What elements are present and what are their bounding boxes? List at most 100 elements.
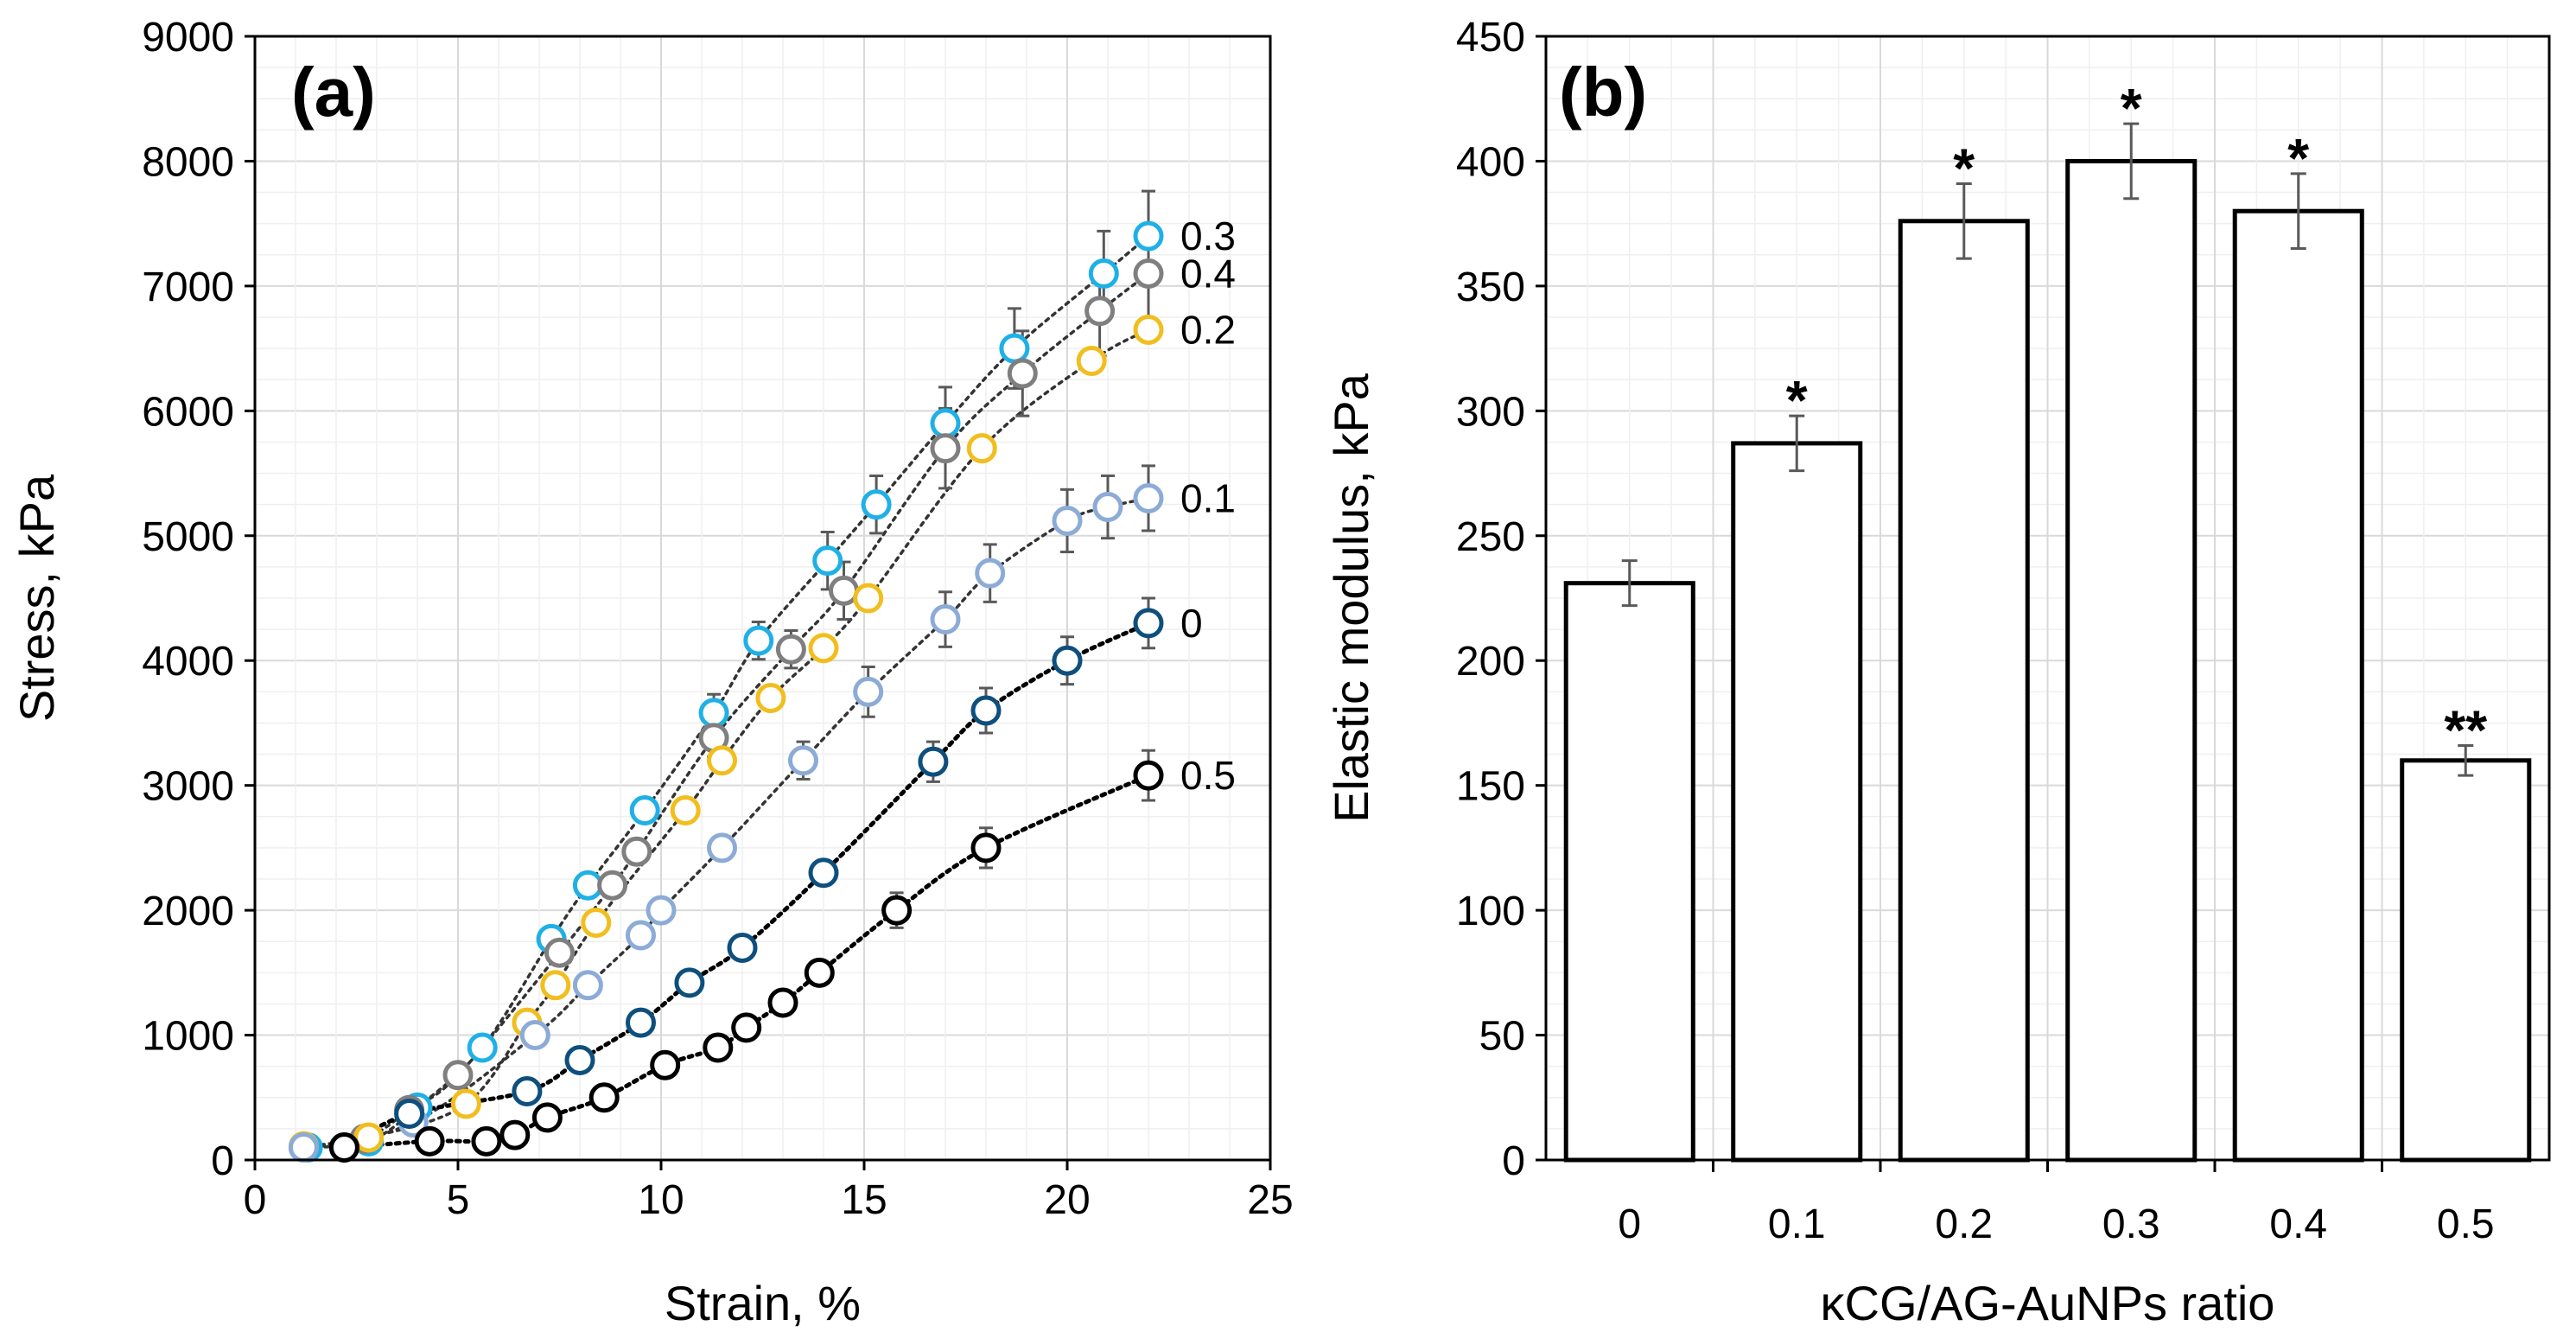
y-tick-label: 8000 <box>142 139 234 185</box>
y-tick-label: 0 <box>211 1138 234 1184</box>
data-point <box>588 1082 620 1113</box>
bar <box>1563 581 1695 1163</box>
y-tick-label: 2000 <box>142 889 234 934</box>
data-point <box>812 545 843 577</box>
y-tick-label: 450 <box>1456 15 1525 61</box>
bar <box>2232 208 2364 1163</box>
data-point <box>1088 258 1119 289</box>
data-point <box>1133 314 1164 345</box>
x-axis-title-a: Strain, % <box>665 1276 861 1330</box>
y-tick-label: 50 <box>1479 1014 1525 1060</box>
bar <box>1731 441 1863 1163</box>
data-point <box>531 1102 563 1133</box>
data-point <box>328 1132 359 1163</box>
data-point <box>853 583 884 614</box>
data-point <box>450 1088 481 1119</box>
data-point <box>707 832 737 864</box>
bar <box>2400 758 2532 1163</box>
x-tick-label: 25 <box>1247 1177 1293 1223</box>
data-point <box>767 987 798 1018</box>
chart-a-plot-frame <box>253 35 1272 1162</box>
data-point <box>703 1032 734 1063</box>
y-tick-label: 400 <box>1456 139 1525 185</box>
bar <box>2065 158 2198 1163</box>
data-point <box>670 795 701 826</box>
data-point <box>564 1044 595 1075</box>
y-tick-label: 3000 <box>142 764 234 810</box>
x-tick-label: 15 <box>841 1177 887 1223</box>
significance-mark: ** <box>2444 698 2487 761</box>
data-point <box>970 832 1002 864</box>
data-point <box>572 870 603 901</box>
data-point <box>1133 258 1164 289</box>
y-tick-label: 5000 <box>142 514 234 560</box>
data-point <box>1133 760 1164 791</box>
data-point <box>775 634 806 665</box>
data-point <box>829 575 859 606</box>
data-point <box>1076 346 1107 377</box>
data-point <box>674 967 705 998</box>
series-label: 0.2 <box>1180 307 1236 352</box>
data-point <box>1007 358 1038 389</box>
data-point <box>970 695 1002 726</box>
data-point <box>471 1125 502 1157</box>
data-point <box>626 1007 656 1038</box>
data-point <box>930 408 961 439</box>
data-point <box>519 1020 550 1051</box>
y-tick-label: 0 <box>1502 1138 1525 1184</box>
chart-b-tick-labels: 0 50 100 150 200 250 300 350 400 450 0 0.1 0.2 0.3 0.4… <box>1456 15 2495 1247</box>
panel-label-a: (a) <box>291 54 376 131</box>
chart-b-bars <box>1563 158 2532 1163</box>
data-point <box>540 970 571 1001</box>
significance-mark: * <box>1953 137 1975 199</box>
y-tick-label: 150 <box>1456 764 1525 810</box>
x-tick-label: 0 <box>244 1177 267 1223</box>
data-point <box>621 836 652 867</box>
data-point <box>1133 482 1164 513</box>
stress-strain-chart: 0 1000 2000 3000 4000 5000 6000 7000 8000 9000 0 5 1… <box>10 15 1294 1330</box>
data-point <box>597 870 628 901</box>
significance-mark: * <box>1786 369 1808 431</box>
data-point <box>731 1012 762 1043</box>
x-tick-label: 0 <box>1618 1201 1641 1247</box>
x-tick-label: 20 <box>1044 1177 1090 1223</box>
data-point <box>788 745 818 776</box>
bar <box>1898 219 2030 1163</box>
data-point <box>999 333 1030 364</box>
data-point <box>1092 492 1123 523</box>
data-point <box>707 745 737 776</box>
data-point <box>755 683 786 714</box>
data-point <box>727 932 758 963</box>
data-point <box>930 433 961 464</box>
x-tick-label: 5 <box>447 1177 470 1223</box>
data-point <box>442 1060 474 1091</box>
chart-a-series-labels: 0.30.4 0.2 0.1 0 0.5 <box>1180 214 1236 798</box>
series-label: 0 <box>1180 601 1203 646</box>
y-axis-title-a: Stress, kPa <box>10 474 64 722</box>
data-point <box>918 746 949 777</box>
series-label: 0.4 <box>1180 251 1236 296</box>
y-tick-label: 1000 <box>142 1014 234 1060</box>
x-tick-label: 10 <box>638 1177 684 1223</box>
y-tick-label: 300 <box>1456 389 1525 435</box>
data-point <box>853 676 884 707</box>
data-point <box>572 970 603 1001</box>
data-point <box>394 1099 425 1130</box>
series-label: 0.5 <box>1180 753 1236 798</box>
y-tick-label: 6000 <box>142 389 234 435</box>
data-point <box>1052 505 1083 536</box>
y-tick-label: 100 <box>1456 889 1525 934</box>
x-tick-label: 0.5 <box>2437 1201 2495 1247</box>
y-tick-label: 9000 <box>142 15 234 61</box>
y-tick-label: 250 <box>1456 514 1525 560</box>
y-tick-label: 7000 <box>142 264 234 310</box>
data-point <box>1052 645 1083 676</box>
y-tick-label: 200 <box>1456 639 1525 685</box>
data-point <box>881 895 913 926</box>
series-label: 0.1 <box>1180 475 1236 520</box>
series-trend-line <box>302 496 1150 1150</box>
data-point <box>414 1125 445 1157</box>
data-point <box>646 895 677 926</box>
data-point <box>650 1049 681 1080</box>
